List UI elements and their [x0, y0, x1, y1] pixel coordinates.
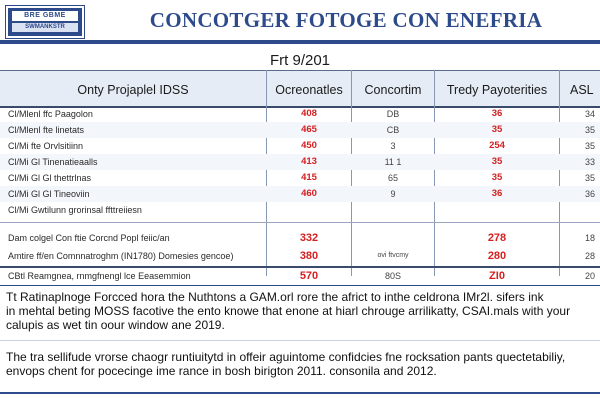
ocreonatles-value: 415 [301, 172, 317, 183]
column-header-project: Onty Projaplel IDSS [77, 83, 189, 97]
table-total-row: CBtl Reamgnea, rnmgfnengl lce Eeasemmion… [0, 268, 600, 284]
row-label: Amtire ff/en Comnnatroghm (IN1780) Domes… [8, 251, 234, 261]
asl-value: 36 [584, 189, 595, 199]
concortim-value: 65 [387, 173, 398, 183]
ocreonatles-value: 380 [299, 250, 319, 262]
payoterities-value: 35 [491, 172, 503, 183]
logo-top-text: BRE GBME [24, 12, 66, 19]
ocreonatles-value: 408 [301, 108, 317, 119]
table-row: Cl/Mi fte Orvlsitiinn 450 3 254 35 [0, 138, 600, 154]
table-row: Dam colgel Con ftie Corcnd Popl feiic/an… [0, 230, 600, 248]
column-divider [266, 70, 267, 276]
column-header-asl: ASL [570, 83, 594, 97]
row-label: Cl/Mlenl fte linetats [8, 125, 85, 135]
concortim-value: 11 1 [384, 157, 402, 167]
ocreonatles-value: 413 [301, 156, 317, 167]
table-bottom-rule [0, 285, 600, 286]
page-subtitle: Frt 9/201 [269, 52, 331, 69]
row-label: Dam colgel Con ftie Corcnd Popl feiic/an [8, 233, 170, 243]
table-row: Cl/Mlenl ffc Paagolon 408 DB 36 34 [0, 106, 600, 122]
paragraph-line: in mehtal beting MOSS facotive the ento … [6, 304, 571, 318]
payoterities-value: 36 [491, 108, 503, 119]
paragraph-divider [0, 340, 600, 341]
table-row: Cl/Mlenl fte linetats 465 CB 35 35 [0, 122, 600, 138]
concortim-value: ovi ftvcmy [377, 252, 409, 259]
row-label: Cl/Mi Gwtilunn grorinsal ffttreiiesn [8, 205, 142, 215]
total-label: CBtl Reamgnea, rnmgfnengl lce Eeasemmion [8, 271, 191, 281]
total-asl: 20 [584, 271, 595, 281]
payoterities-value: 280 [487, 250, 507, 262]
row-label: Cl/Mi Gl Gl Tineoviin [8, 189, 90, 199]
total-payoterities: ZI0 [489, 270, 505, 282]
table-row: Cl/Mi Gl Tinenatieaalls 413 11 1 35 33 [0, 154, 600, 170]
page-bottom-rule [0, 392, 600, 394]
row-label: Cl/Mi Gl Gl thettrlnas [8, 173, 92, 183]
payoterities-value: 254 [489, 140, 505, 151]
notes-paragraph: The tra sellifude vrorse chaogr runtiuit… [6, 350, 596, 378]
paragraph-line: The tra sellifude vrorse chaogr runtiuit… [6, 350, 566, 364]
table-row: Cl/Mi Gwtilunn grorinsal ffttreiiesn [0, 202, 600, 218]
logo-bottom-text: SWMANKSTR [25, 24, 65, 30]
row-label: Cl/Mi fte Orvlsitiinn [8, 141, 84, 151]
row-label: Cl/Mi Gl Tinenatieaalls [8, 157, 98, 167]
column-divider [434, 70, 435, 276]
asl-value: 35 [584, 141, 595, 151]
total-concortim: 80S [384, 271, 401, 281]
payoterities-value: 278 [487, 232, 507, 244]
table-row: Cl/Mi Gl Gl thettrlnas 415 65 35 35 [0, 170, 600, 186]
asl-value: 28 [584, 251, 595, 261]
payoterities-value: 35 [491, 156, 503, 167]
payoterities-value: 36 [491, 188, 503, 199]
concortim-value: 3 [390, 141, 396, 151]
ocreonatles-value: 450 [301, 140, 317, 151]
payoterities-value: 35 [491, 124, 503, 135]
asl-value: 35 [584, 173, 595, 183]
asl-value: 34 [584, 109, 595, 119]
concortim-value: CB [386, 125, 400, 135]
asl-value: 33 [584, 157, 595, 167]
row-label: Cl/Mlenl ffc Paagolon [8, 109, 93, 119]
paragraph-line: Tt Ratinaplnoge Forcced hora the Nuthton… [6, 290, 544, 304]
total-divider [0, 266, 600, 268]
column-header-payoterities: Tredy Payoterities [446, 83, 548, 97]
ocreonatles-value: 465 [301, 124, 317, 135]
column-divider [559, 70, 560, 276]
table-row: Amtire ff/en Comnnatroghm (IN1780) Domes… [0, 248, 600, 266]
concortim-value: DB [386, 109, 400, 119]
concortim-value: 9 [390, 189, 396, 199]
ocreonatles-value: 460 [301, 188, 317, 199]
total-ocreonatles: 570 [299, 270, 319, 282]
column-header-concortim: Concortim [364, 83, 422, 97]
table-row: Cl/Mi Gl Gl Tineoviin 460 9 36 36 [0, 186, 600, 202]
paragraph-line: envops chent for pocecinge ime rance in … [6, 364, 437, 378]
logo: BRE GBME SWMANKSTR [5, 5, 85, 39]
column-header-ocreonatles: Ocreonatles [275, 83, 343, 97]
page-header: BRE GBME SWMANKSTR CONCOTGER FOTOGE CON … [0, 0, 600, 44]
ocreonatles-value: 332 [299, 232, 319, 244]
asl-value: 35 [584, 125, 595, 135]
asl-value: 18 [584, 233, 595, 243]
summary-paragraph: Tt Ratinaplnoge Forcced hora the Nuthton… [6, 290, 596, 332]
table-header: Onty Projaplel IDSS Ocreonatles Concorti… [0, 70, 600, 108]
data-table: Onty Projaplel IDSS Ocreonatles Concorti… [0, 70, 600, 108]
paragraph-line: calupis as wet tin oour window ane 2019. [6, 318, 225, 332]
column-divider [351, 70, 352, 276]
page-title: CONCOTGER FOTOGE CON ENEFRIA [149, 8, 543, 32]
group-divider [0, 222, 600, 223]
